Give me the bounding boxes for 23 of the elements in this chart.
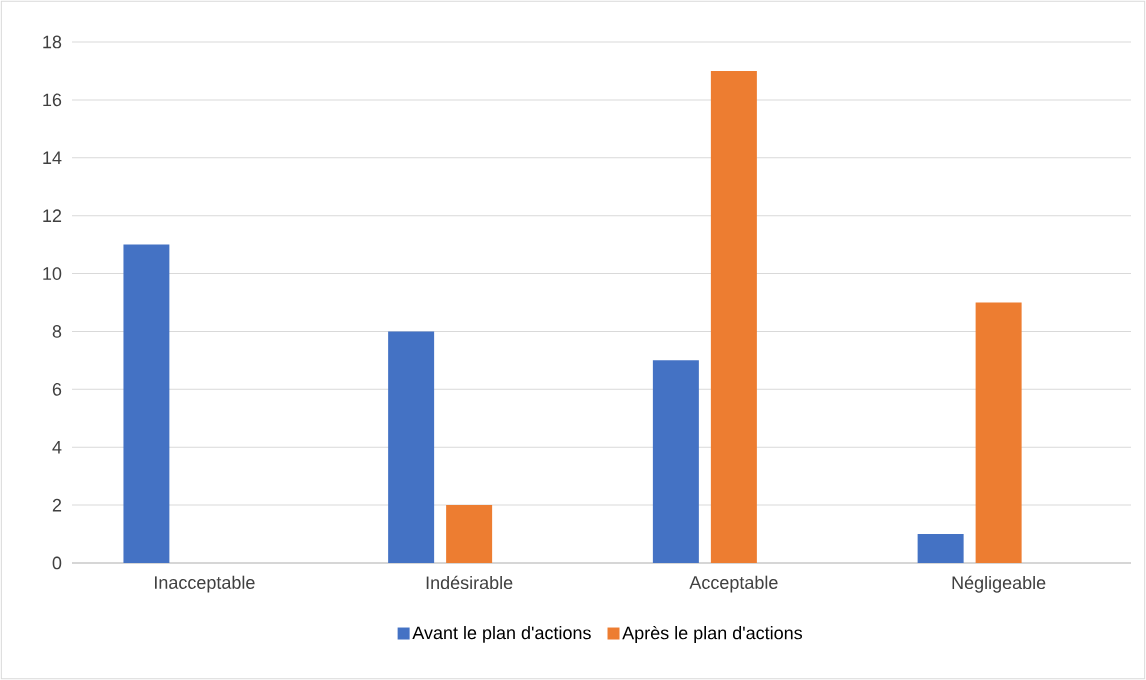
x-tick-label: Indésirable bbox=[426, 575, 513, 590]
y-tick-label: 16 bbox=[43, 93, 62, 107]
y-tick-label: 4 bbox=[52, 441, 62, 454]
bar bbox=[388, 331, 435, 563]
y-tick-label: 6 bbox=[52, 382, 62, 396]
bar bbox=[975, 302, 1022, 563]
bar bbox=[123, 244, 170, 563]
y-tick-label: 14 bbox=[43, 151, 62, 164]
y-tick-label: 12 bbox=[43, 209, 62, 222]
x-tick-label: Acceptable bbox=[689, 575, 778, 593]
legend-label: Avant le plan d'actions bbox=[412, 626, 591, 643]
y-tick-label: 2 bbox=[52, 498, 62, 512]
y-tick-label: 18 bbox=[43, 35, 62, 49]
y-tick-label: 8 bbox=[52, 325, 62, 338]
bar bbox=[652, 360, 699, 563]
legend-label: Après le plan d'actions bbox=[622, 625, 803, 643]
x-tick-label: Négligeable bbox=[952, 575, 1046, 593]
bar bbox=[917, 534, 964, 563]
bar bbox=[710, 70, 757, 563]
y-tick-label: 0 bbox=[52, 556, 62, 570]
bar bbox=[446, 505, 493, 563]
y-tick-label: 10 bbox=[43, 267, 62, 280]
x-tick-label: Inacceptable bbox=[154, 575, 255, 593]
